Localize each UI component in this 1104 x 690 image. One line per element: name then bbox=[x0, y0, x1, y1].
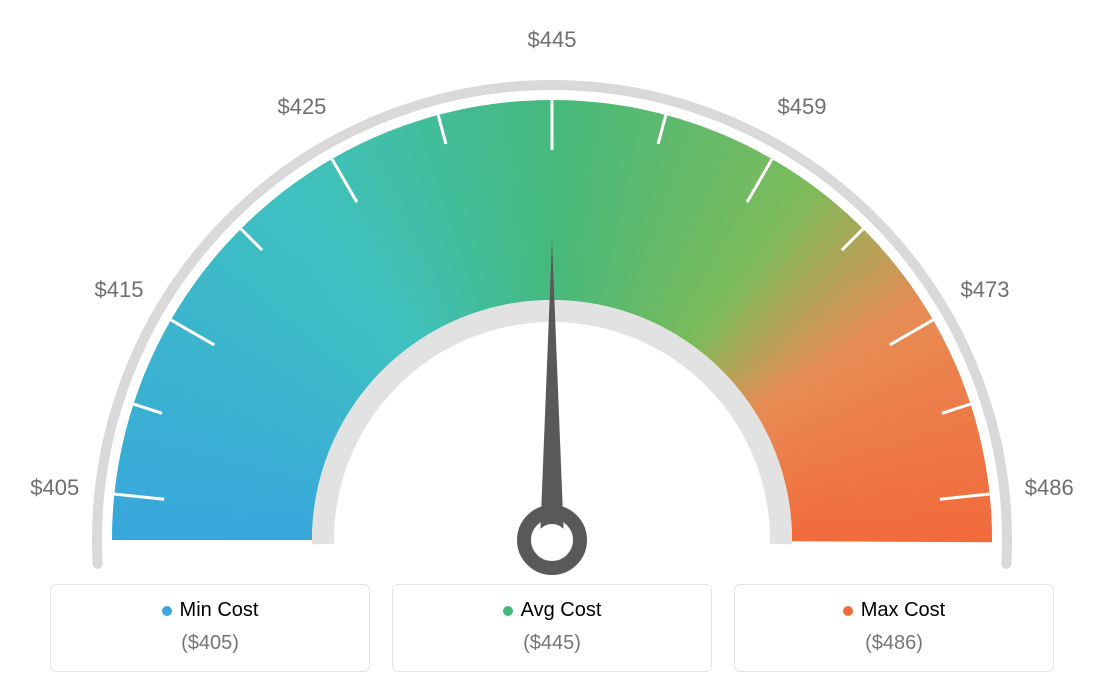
gauge-area: $405 $415 $425 $445 $459 $473 $486 bbox=[0, 0, 1104, 590]
tick-label: $445 bbox=[528, 27, 577, 53]
legend-card-min: Min Cost ($405) bbox=[50, 584, 370, 672]
legend-label-min: Min Cost bbox=[162, 599, 259, 622]
legend-label-avg: Avg Cost bbox=[503, 599, 602, 622]
legend-label-avg-text: Avg Cost bbox=[521, 599, 602, 622]
legend-value-avg: ($445) bbox=[393, 632, 711, 655]
legend-value-min: ($405) bbox=[51, 632, 369, 655]
tick-label: $486 bbox=[1025, 475, 1074, 501]
legend-card-max: Max Cost ($486) bbox=[734, 584, 1054, 672]
tick-label: $405 bbox=[30, 475, 79, 501]
tick-label: $459 bbox=[778, 94, 827, 120]
legend-label-min-text: Min Cost bbox=[180, 599, 259, 622]
gauge-svg bbox=[0, 0, 1104, 590]
legend-card-avg: Avg Cost ($445) bbox=[392, 584, 712, 672]
tick-label: $425 bbox=[277, 94, 326, 120]
dot-avg bbox=[503, 606, 513, 616]
tick-label: $415 bbox=[95, 277, 144, 303]
tick-label: $473 bbox=[961, 277, 1010, 303]
legend-row: Min Cost ($405) Avg Cost ($445) Max Cost… bbox=[0, 584, 1104, 672]
dot-min bbox=[162, 606, 172, 616]
legend-label-max: Max Cost bbox=[843, 599, 945, 622]
legend-label-max-text: Max Cost bbox=[861, 599, 945, 622]
legend-value-max: ($486) bbox=[735, 632, 1053, 655]
gauge-chart-container: $405 $415 $425 $445 $459 $473 $486 Min Cost ($… bbox=[0, 0, 1104, 690]
dot-max bbox=[843, 606, 853, 616]
